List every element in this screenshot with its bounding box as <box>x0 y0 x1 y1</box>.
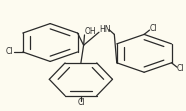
Text: Cl: Cl <box>6 48 13 56</box>
Text: OH: OH <box>85 27 97 36</box>
Text: Cl: Cl <box>177 64 184 73</box>
Text: HN: HN <box>100 25 111 34</box>
Text: Cl: Cl <box>149 24 157 33</box>
Text: Cl: Cl <box>77 98 85 107</box>
